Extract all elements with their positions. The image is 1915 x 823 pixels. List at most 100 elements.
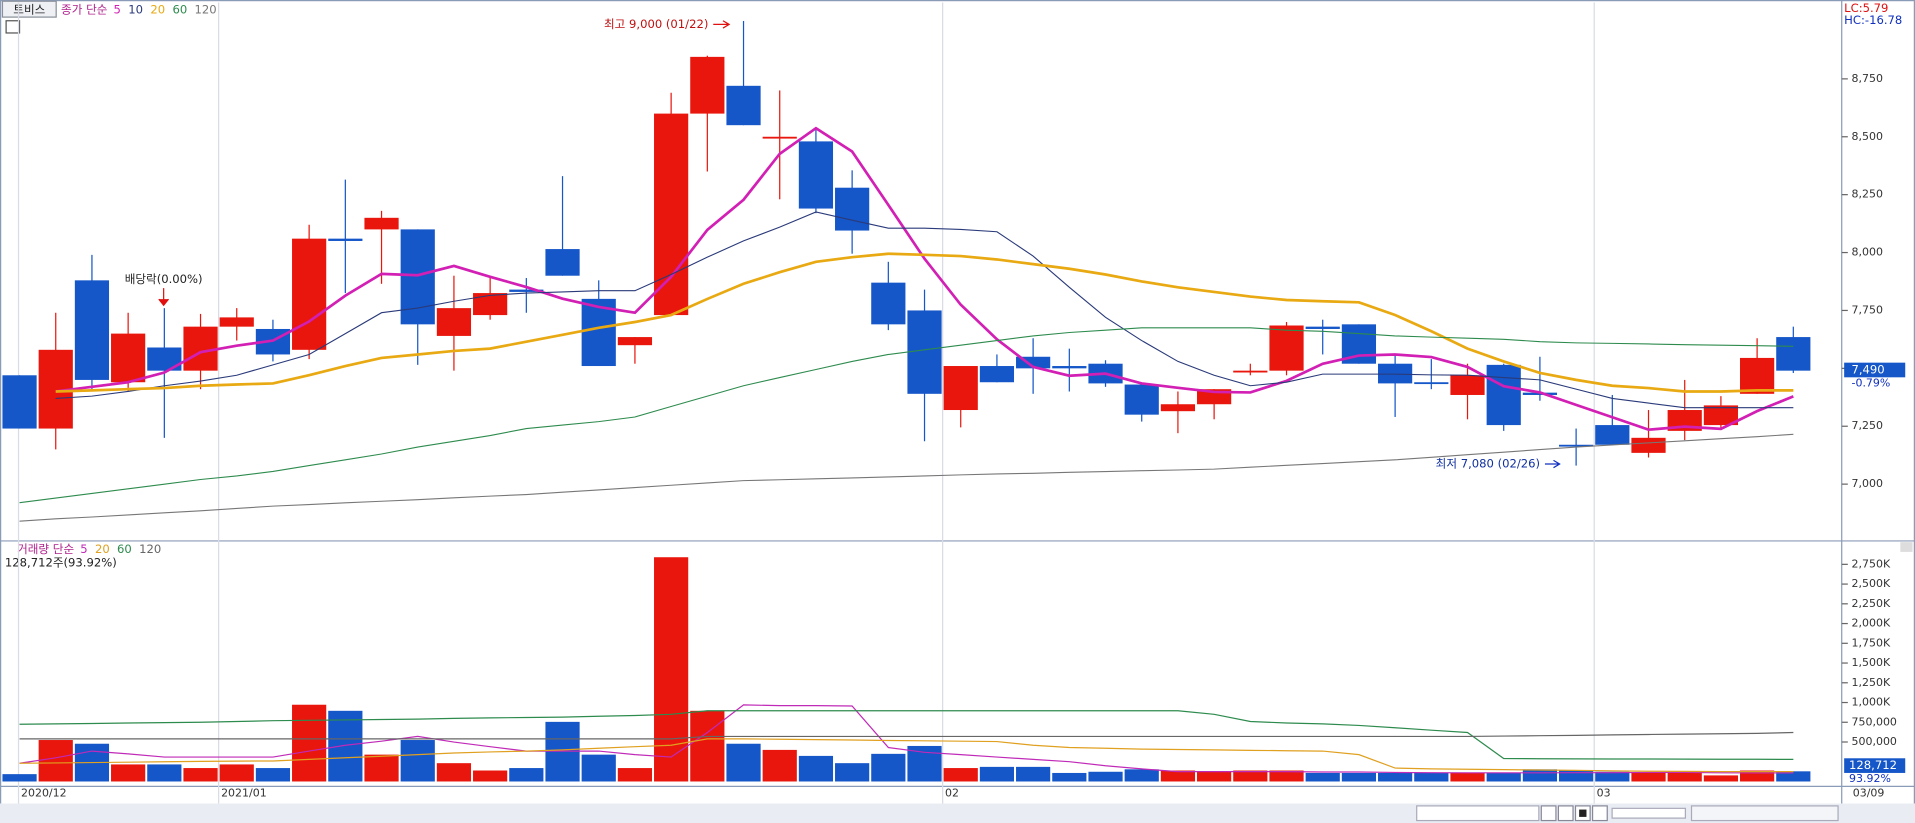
candle-body (1740, 357, 1775, 394)
volume-bar (871, 753, 906, 782)
candle-body (1233, 370, 1268, 373)
candle-body (436, 308, 472, 336)
volume-bar (1124, 769, 1159, 782)
candle-body (762, 136, 797, 139)
candle-body (111, 333, 146, 383)
volume-bar (762, 749, 797, 782)
button[interactable] (1557, 805, 1574, 822)
volume-bar (400, 740, 435, 782)
button[interactable] (1591, 805, 1608, 822)
volume-bar (798, 755, 834, 782)
candle-body (1703, 405, 1739, 426)
volume-bar (509, 768, 544, 782)
symbol: 토비스 (13, 2, 45, 16)
candle-body (1378, 363, 1413, 384)
last-change: -0.79% (1851, 376, 1890, 389)
candle-body (835, 187, 870, 231)
plot: 2020/122021/0102037,0007,2507,5007,7508,… (2, 2, 1897, 804)
candle-body (871, 282, 906, 325)
legend-entry: 60 (117, 542, 132, 556)
y-tick-label: 2,500K (1851, 577, 1890, 590)
volume-bar (1450, 772, 1485, 782)
volume-bar (1052, 772, 1087, 782)
candle-body (1124, 384, 1159, 415)
ma-line (55, 252, 1794, 393)
ma-line (19, 738, 1794, 773)
candle-body (654, 113, 689, 316)
last-price-box (1844, 362, 1906, 378)
candle-body (183, 326, 218, 371)
candle-body (292, 238, 327, 350)
legend-entry: 120 (195, 2, 217, 16)
volume-bar (1197, 771, 1232, 782)
volume-bar (328, 710, 363, 782)
candle-body (2, 375, 37, 429)
legend-entry: 5 (114, 2, 121, 16)
volume-bar (1414, 772, 1449, 782)
candle-body (509, 289, 544, 292)
volume-bar (147, 764, 182, 782)
candle-body (1305, 326, 1340, 329)
scroll-thumb[interactable] (1416, 805, 1540, 822)
panel-close[interactable] (1900, 542, 1913, 552)
volume-bar (654, 557, 689, 782)
arrow (713, 20, 731, 29)
zoom-slider[interactable] (1611, 807, 1687, 819)
volume-bar (1486, 772, 1521, 782)
volume-bar (1740, 770, 1775, 782)
volume-bar (1016, 766, 1051, 782)
volume-bar (219, 764, 254, 782)
candle-body (364, 217, 399, 230)
y-tick-label: 1,000K (1851, 696, 1890, 709)
last-volume-box (1844, 758, 1906, 773)
volume-bar (835, 763, 870, 782)
arrow (158, 288, 170, 307)
volume-summary: 128,712주(93.92%) (5, 555, 117, 569)
ma-line (19, 433, 1794, 522)
volume-bar (1088, 771, 1123, 782)
candle-body (1269, 325, 1304, 371)
x-tick-label: 02 (945, 787, 959, 800)
y-tick-label: 1,250K (1851, 676, 1890, 689)
volume-bar (581, 754, 616, 782)
y-tick-label: 750,000 (1851, 715, 1896, 728)
volume-bar (1631, 772, 1666, 782)
ma-line (19, 731, 1794, 740)
candle-body (690, 56, 725, 114)
volume-bar (1341, 772, 1377, 782)
volume-bar (1305, 772, 1340, 782)
low-note: 최저 7,080 (02/26) (1436, 457, 1540, 471)
candle-body (1450, 375, 1485, 395)
symbol-button[interactable] (1, 0, 57, 18)
button[interactable] (1540, 805, 1557, 822)
volume-bar (1559, 770, 1594, 782)
candle-body (979, 366, 1015, 383)
tool-buttons[interactable] (1690, 805, 1839, 822)
volume-bar (255, 768, 291, 782)
x-tick-label: 2020/12 (21, 787, 67, 800)
volume-bar (364, 754, 399, 782)
candle-body (1559, 444, 1594, 447)
x-tick-label: 03 (1597, 787, 1611, 800)
candle-body (1160, 404, 1196, 412)
stop-icon (1579, 809, 1587, 817)
y-tick-label: 1,500K (1851, 656, 1890, 669)
volume-bar (617, 768, 653, 782)
ma-line (19, 710, 1794, 760)
volume-bar (183, 768, 218, 782)
legend-entry: 20 (95, 542, 110, 556)
high-note: 최고 9,000 (01/22) (604, 17, 708, 31)
candle-body (545, 249, 580, 276)
y-tick-label: 7,250 (1851, 419, 1882, 432)
volume-bar (1233, 770, 1268, 782)
candle-body (1052, 366, 1087, 369)
candle-body (1631, 437, 1666, 453)
volume-bar (1378, 772, 1413, 782)
y-tick-label: 1,750K (1851, 636, 1890, 649)
table-icon[interactable] (5, 20, 21, 34)
y-tick-label: 8,250 (1851, 188, 1882, 201)
volume-bar (1595, 771, 1630, 782)
candle-body (726, 85, 761, 126)
candle-body (1486, 364, 1521, 426)
candle-body (1414, 382, 1449, 385)
